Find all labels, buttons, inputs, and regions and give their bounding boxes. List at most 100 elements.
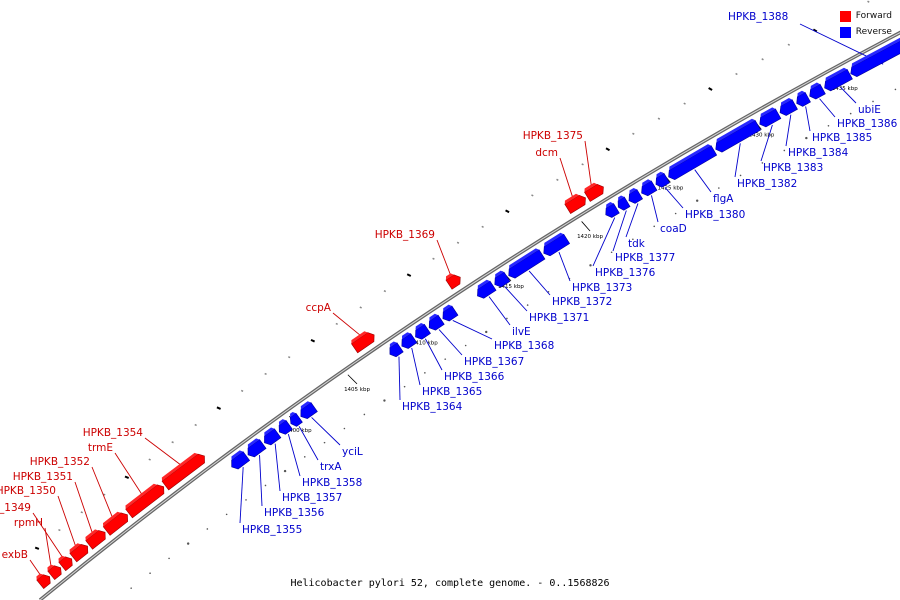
outer-tick <box>80 511 83 514</box>
gene-hpkb-1376-label: HPKB_1376 <box>595 267 656 279</box>
gene-hpkb-1358-block <box>278 419 293 435</box>
inner-tick <box>303 456 306 458</box>
inner-tick <box>632 238 634 241</box>
outer-tick <box>171 441 174 444</box>
gene-hpkb-1356-block <box>247 438 267 458</box>
gene-labels: exbB rpmH HPKB_1349 HPKB_1350 HPKB_1351 HPKB_… <box>0 11 898 561</box>
gene-hpkb-1375-label: HPKB_1375 <box>523 130 583 142</box>
outer-tick <box>632 132 635 135</box>
gene-rpmh-leader <box>44 527 52 566</box>
outer-tick <box>240 389 244 392</box>
scale-label: 1400 kbp <box>286 428 312 434</box>
gene-hpkb-1365-block <box>401 332 418 349</box>
inner-tick <box>589 264 592 267</box>
outer-tick <box>432 257 435 260</box>
gene-ilve-label: ilvE <box>512 326 531 338</box>
scale-label: 1430 kbp <box>748 133 774 139</box>
inner-tick-marks <box>130 88 897 589</box>
legend: Forward Reverse <box>839 8 892 40</box>
inner-tick <box>225 513 228 516</box>
inner-tick <box>245 499 247 501</box>
outer-tick <box>531 194 534 197</box>
outer-tick <box>456 241 460 244</box>
inner-tick <box>674 212 677 215</box>
inner-tick <box>849 112 852 115</box>
gene-hpkb-1382-leader <box>734 143 741 178</box>
gene-hpkb-1386-label: HPKB_1386 <box>837 118 898 130</box>
gene-trxa-label: trxA <box>320 461 342 473</box>
outer-tick <box>605 147 611 152</box>
gene-hpkb-1368-block <box>442 304 459 322</box>
gene-hpkb-1355-label: HPKB_1355 <box>242 524 302 536</box>
gene-hpkb-1380-block <box>655 171 670 188</box>
gene-hpkb-1352-label: HPKB_1352 <box>30 456 90 468</box>
gene-hpkb-1376-block <box>605 202 620 218</box>
inner-tick <box>610 251 613 254</box>
gene-hpkb-1380-leader <box>664 186 684 209</box>
scale-label: 1410 kbp <box>412 341 438 347</box>
outer-tick <box>657 117 661 120</box>
gene-hpkb-1368-label: HPKB_1368 <box>494 340 554 352</box>
outer-tick <box>735 72 738 76</box>
gene-hpkb-1377-label: HPKB_1377 <box>615 252 675 264</box>
outer-tick <box>383 290 387 293</box>
scale-label: 1420 kbp <box>577 234 603 240</box>
gene-hpkb-1384-leader <box>785 114 792 147</box>
gene-hpkb-1354-block <box>161 452 205 491</box>
gene-hpkb-1373-label: HPKB_1373 <box>572 282 632 294</box>
gene-hpkb-1366-block <box>415 322 431 340</box>
gene-hpkb-1385-block <box>796 90 811 107</box>
gene-ycil-leader <box>311 417 341 446</box>
gene-dcm-leader <box>559 157 573 197</box>
gene-hpkb-1354-label: HPKB_1354 <box>83 427 144 439</box>
gene-trxa-block <box>289 411 303 427</box>
gene-hpkb-1351-label: HPKB_1351 <box>13 471 73 483</box>
gene-hpkb-1352-leader <box>91 466 113 517</box>
gene-hpkb-1369-label: HPKB_1369 <box>375 229 435 241</box>
gene-hpkb-1351-leader <box>74 481 93 533</box>
gene-hpkb-1349-block <box>58 555 73 572</box>
gene-hpkb-1350-block <box>69 543 89 563</box>
inner-tick <box>827 125 830 127</box>
outer-tick <box>310 338 316 343</box>
gene-hpkb-1377-block <box>617 195 631 211</box>
gene-hpkb-1356-leader <box>259 455 263 507</box>
gene-hpkb-1365-leader <box>411 347 421 386</box>
outer-tick <box>505 209 510 214</box>
gene-dcm-label: dcm <box>535 147 558 159</box>
gene-hpkb-1349-label: HPKB_1349 <box>0 502 31 514</box>
outer-tick <box>34 546 40 550</box>
gene-dcm-block <box>564 193 586 214</box>
gene-ubie-block <box>824 67 853 92</box>
gene-hpkb-1349-leader <box>32 512 63 557</box>
gene-hpkb-1367-label: HPKB_1367 <box>464 356 524 368</box>
outer-tick <box>124 475 130 479</box>
outer-tick <box>406 273 412 277</box>
legend-forward: Forward <box>839 8 892 24</box>
scale-tick <box>347 374 358 385</box>
gene-flga-block <box>668 144 718 181</box>
gene-tdk-label: tdk <box>628 238 646 250</box>
gene-rpmh-block <box>47 564 62 581</box>
gene-ccpa-label: ccpA <box>306 302 332 314</box>
inner-tick <box>739 174 742 177</box>
outer-tick <box>359 306 362 309</box>
gene-hpkb-1367-leader <box>438 329 463 356</box>
gene-hpkb-1364-block <box>389 341 404 358</box>
outer-tick <box>683 102 686 105</box>
gene-hpkb-1364-leader <box>398 356 401 401</box>
scale-label: 1425 kbp <box>657 185 683 191</box>
gene-flga-label: flgA <box>713 193 734 205</box>
outer-tick <box>194 423 197 427</box>
gene-hpkb-1371-leader <box>504 286 528 312</box>
genome-caption: Helicobacter pylori 52, complete genome.… <box>290 578 610 589</box>
gene-hpkb-1371-label: HPKB_1371 <box>529 312 589 324</box>
gene-hpkb-1388-label: HPKB_1388 <box>728 11 788 23</box>
inner-tick <box>403 385 406 388</box>
gene-hpkb-1355-block <box>231 450 251 470</box>
gene-hpkb-1375-leader <box>584 140 592 186</box>
gene-hpkb-1368-leader <box>452 320 493 340</box>
inner-tick <box>695 199 699 202</box>
outer-tick <box>761 58 764 61</box>
